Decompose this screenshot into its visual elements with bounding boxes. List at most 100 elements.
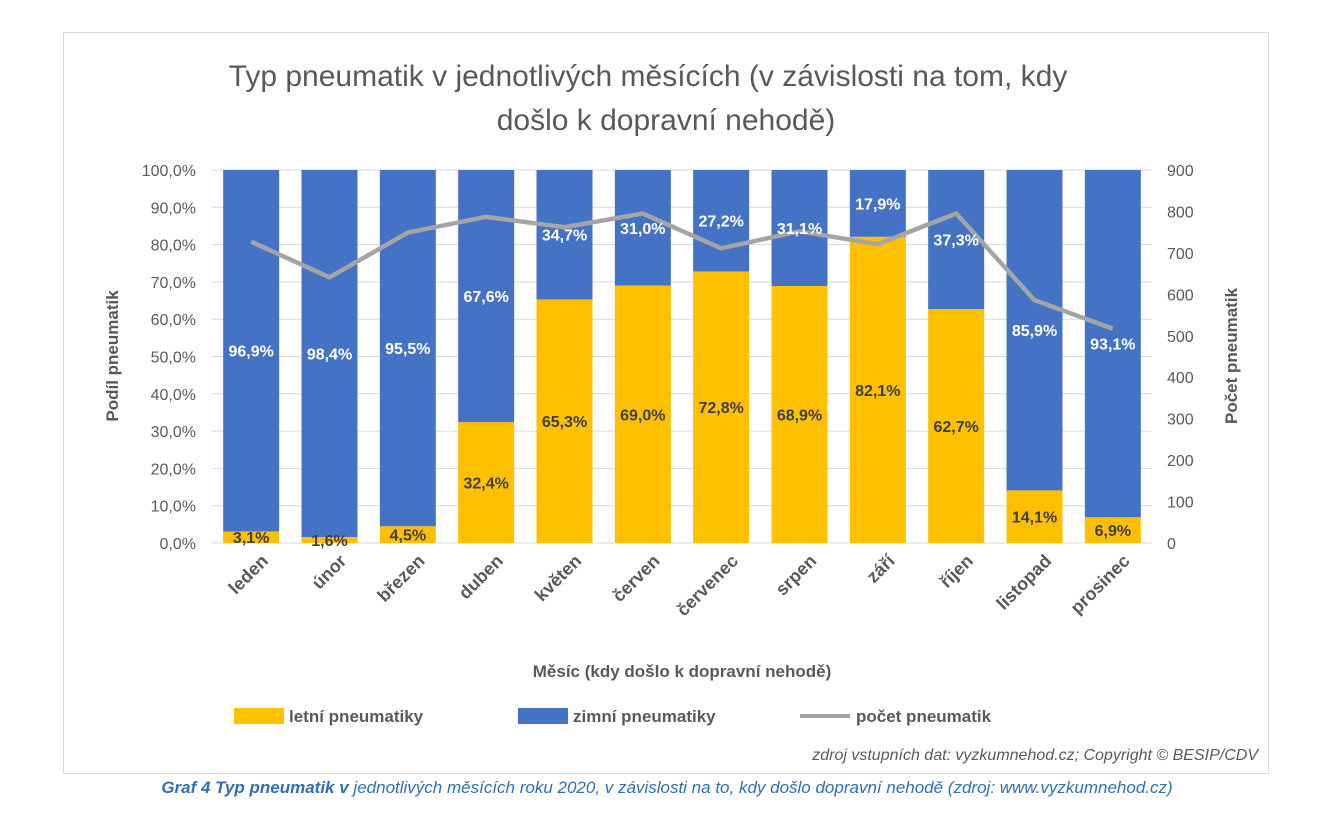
data-label-summer: 32,4% — [463, 476, 508, 493]
data-label-winter: 93,1% — [1090, 337, 1135, 354]
data-label-winter: 67,6% — [463, 289, 508, 306]
data-label-summer: 69,0% — [620, 407, 665, 424]
y-axis-ticks: 0,0% 10,0% 20,0% 30,0% 40,0% 50,0% 60,0% 70,0% 8… — [142, 163, 196, 553]
x-axis-categories: leden únor březen duben květen červen červenec… — [225, 550, 1134, 620]
bars — [223, 170, 1141, 543]
x-category-label: červen — [608, 551, 663, 606]
x-category-label: prosinec — [1066, 551, 1133, 618]
chart-title-line1: Typ pneumatik v jednotlivých měsících (v… — [229, 60, 1068, 93]
y-tick-label: 30,0% — [151, 424, 196, 441]
caption-prefix: Graf 4 Typ pneumatik v — [161, 778, 349, 797]
x-category-label: březen — [373, 551, 428, 606]
y2-tick-label: 900 — [1167, 163, 1194, 180]
y-tick-label: 40,0% — [151, 387, 196, 404]
data-label-winter: 95,5% — [385, 341, 430, 358]
data-label-summer: 82,1% — [855, 383, 900, 400]
y2-tick-label: 100 — [1167, 495, 1194, 512]
y-tick-label: 90,0% — [151, 200, 196, 217]
y2-tick-label: 300 — [1167, 412, 1194, 429]
x-category-label: červenec — [673, 551, 742, 620]
data-labels: 3,1% 96,9% 1,6% 98,4% 4,5% 95,5% 32,4% 67,6% 65,… — [228, 196, 1135, 550]
bar-winter — [301, 170, 358, 538]
bar-winter — [1084, 170, 1141, 518]
x-category-label: květen — [531, 551, 585, 605]
x-category-label: únor — [308, 551, 350, 593]
data-label-summer: 72,8% — [698, 400, 743, 417]
bar-summer — [536, 299, 593, 543]
x-category-label: říjen — [936, 551, 977, 592]
y2-tick-label: 400 — [1167, 370, 1194, 387]
x-axis-title: Měsíc (kdy došlo k dopravní nehodě) — [533, 662, 832, 681]
bar-summer — [928, 309, 985, 543]
bar-winter — [1006, 170, 1063, 491]
legend-swatch-winter — [518, 708, 568, 724]
y2-axis-ticks: 0 100 200 300 400 500 600 700 800 900 — [1167, 163, 1194, 553]
data-label-winter: 85,9% — [1012, 323, 1057, 340]
y2-tick-label: 800 — [1167, 204, 1194, 221]
data-label-summer: 68,9% — [777, 408, 822, 425]
figure-caption: Graf 4 Typ pneumatik v jednotlivých měsí… — [0, 778, 1334, 798]
bar-winter — [536, 170, 593, 300]
data-label-winter: 31,1% — [777, 221, 822, 238]
bar-summer — [1006, 490, 1063, 543]
y-axis-title: Podíl pneumatik — [103, 290, 122, 422]
y-tick-label: 60,0% — [151, 312, 196, 329]
data-label-winter: 31,0% — [620, 221, 665, 238]
line-count — [250, 211, 1114, 331]
bar-summer — [771, 286, 828, 543]
y2-tick-label: 700 — [1167, 246, 1194, 263]
bar-winter — [614, 170, 671, 286]
x-category-label: duben — [455, 551, 507, 603]
legend-label-summer: letní pneumatiky — [289, 707, 424, 726]
y-tick-label: 0,0% — [160, 536, 196, 553]
y2-tick-label: 600 — [1167, 287, 1194, 304]
legend-swatch-summer — [234, 708, 284, 724]
y-tick-label: 100,0% — [142, 163, 196, 180]
y-tick-label: 80,0% — [151, 238, 196, 255]
data-label-winter: 98,4% — [307, 347, 352, 364]
y2-tick-label: 500 — [1167, 329, 1194, 346]
data-label-summer: 4,5% — [390, 528, 426, 545]
y2-axis-title: Počet pneumatik — [1222, 287, 1241, 424]
data-label-winter: 27,2% — [698, 214, 743, 231]
bar-summer — [301, 537, 358, 543]
legend: letní pneumatiky zimní pneumatiky počet … — [234, 707, 992, 726]
y-tick-label: 20,0% — [151, 461, 196, 478]
bar-winter — [693, 170, 750, 272]
data-label-summer: 62,7% — [933, 419, 978, 436]
y2-tick-label: 200 — [1167, 453, 1194, 470]
bar-summer — [849, 236, 906, 543]
data-label-winter: 34,7% — [542, 228, 587, 245]
x-category-label: září — [863, 550, 900, 587]
data-label-summer: 65,3% — [542, 414, 587, 431]
data-label-summer: 6,9% — [1095, 523, 1131, 540]
y-tick-label: 10,0% — [151, 499, 196, 516]
bar-summer — [458, 422, 515, 543]
data-label-winter: 17,9% — [855, 196, 900, 213]
bar-summer — [693, 271, 750, 543]
bar-winter — [849, 170, 906, 237]
data-label-winter: 96,9% — [228, 344, 273, 361]
legend-label-count: počet pneumatik — [856, 707, 992, 726]
chart-title-line2: došlo k dopravní nehodě) — [497, 104, 836, 137]
data-label-summer: 1,6% — [311, 533, 347, 550]
legend-label-winter: zimní pneumatiky — [573, 707, 716, 726]
y-tick-label: 50,0% — [151, 350, 196, 367]
bar-winter — [928, 170, 985, 310]
caption-text: jednotlivých měsících roku 2020, v závis… — [348, 778, 1173, 797]
bar-summer — [223, 531, 280, 543]
y-tick-label: 70,0% — [151, 275, 196, 292]
bar-winter — [771, 170, 828, 287]
y2-tick-label: 0 — [1167, 536, 1176, 553]
bar-summer — [379, 526, 436, 543]
x-category-label: leden — [225, 551, 272, 598]
bar-summer — [614, 285, 671, 543]
bar-winter — [458, 170, 515, 423]
bar-summer — [1084, 517, 1141, 543]
data-label-summer: 3,1% — [233, 530, 269, 547]
data-label-winter: 37,3% — [933, 233, 978, 250]
gridlines — [212, 169, 1152, 544]
source-note: zdroj vstupních dat: vyzkumnehod.cz; Cop… — [811, 747, 1259, 764]
x-category-label: listopad — [992, 551, 1055, 614]
